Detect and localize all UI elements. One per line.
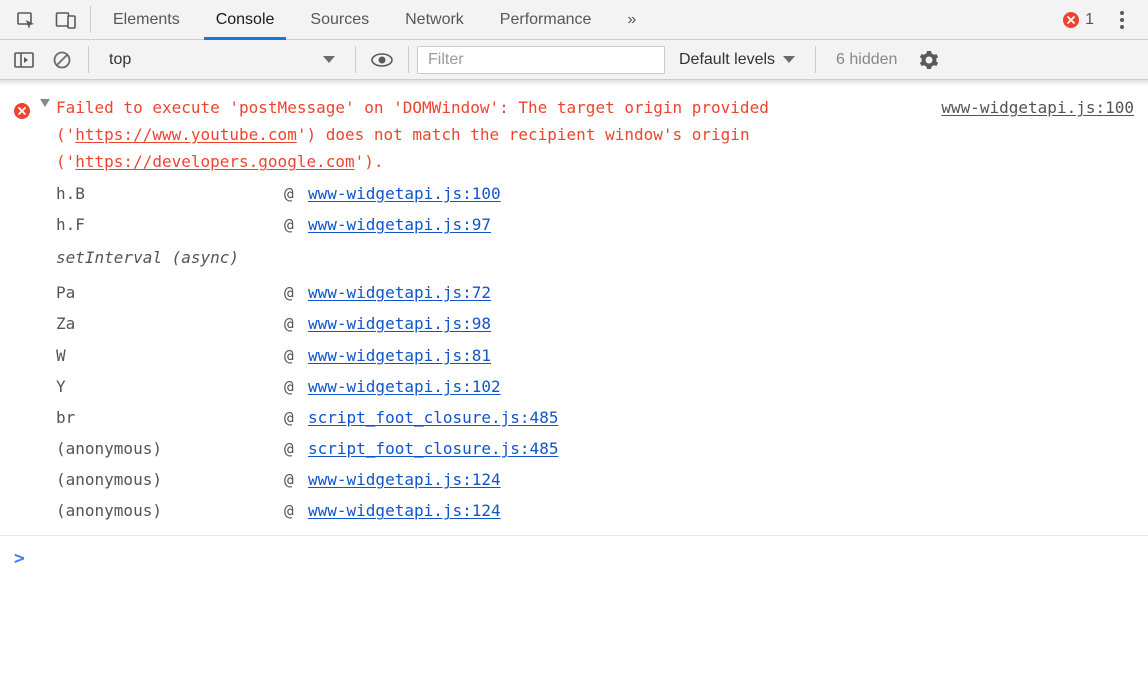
- at-symbol: @: [284, 404, 308, 431]
- frame-function: br: [56, 404, 284, 431]
- frame-location-link[interactable]: script_foot_closure.js:485: [308, 435, 558, 462]
- console-settings-button[interactable]: [911, 44, 947, 76]
- frame-location-link[interactable]: www-widgetapi.js:124: [308, 466, 501, 493]
- stack-frame: Pa @ www-widgetapi.js:72: [56, 277, 1134, 308]
- tab-network[interactable]: Network: [387, 0, 482, 39]
- frame-function: Y: [56, 373, 284, 400]
- frame-function: Za: [56, 310, 284, 337]
- tab-label: Performance: [500, 11, 592, 29]
- stack-frame: (anonymous) @ script_foot_closure.js:485: [56, 433, 1134, 464]
- execution-context-select[interactable]: top: [97, 45, 347, 75]
- stack-frame: Za @ www-widgetapi.js:98: [56, 308, 1134, 339]
- panel-tabs: Elements Console Sources Network Perform…: [95, 0, 654, 39]
- prompt-caret-icon: >: [14, 544, 25, 575]
- toggle-sidebar-button[interactable]: [6, 44, 42, 76]
- levels-label: Default levels: [679, 51, 775, 69]
- inspect-element-button[interactable]: [6, 0, 46, 39]
- frame-function: (anonymous): [56, 435, 284, 462]
- frame-location-link[interactable]: www-widgetapi.js:72: [308, 279, 491, 306]
- kebab-menu-button[interactable]: [1102, 0, 1142, 39]
- frame-function: h.B: [56, 180, 284, 207]
- separator: [408, 46, 409, 73]
- frame-location-link[interactable]: www-widgetapi.js:97: [308, 211, 491, 238]
- tab-label: Sources: [310, 11, 369, 29]
- at-symbol: @: [284, 279, 308, 306]
- device-toolbar-button[interactable]: [46, 0, 86, 39]
- error-icon: [1063, 12, 1079, 28]
- separator: [88, 46, 89, 73]
- origin-link[interactable]: https://developers.google.com: [75, 152, 354, 171]
- console-message-error: Failed to execute 'postMessage' on 'DOMW…: [0, 92, 1148, 178]
- stack-frame: br @ script_foot_closure.js:485: [56, 402, 1134, 433]
- tab-label: Console: [216, 11, 275, 29]
- frame-function: (anonymous): [56, 497, 284, 524]
- hidden-messages-count[interactable]: 6 hidden: [824, 51, 909, 69]
- error-icon: [14, 94, 40, 176]
- at-symbol: @: [284, 435, 308, 462]
- at-symbol: @: [284, 211, 308, 238]
- frame-location-link[interactable]: script_foot_closure.js:485: [308, 404, 558, 431]
- frame-function: Pa: [56, 279, 284, 306]
- frame-location-link[interactable]: www-widgetapi.js:81: [308, 342, 491, 369]
- context-label: top: [109, 51, 131, 69]
- tab-elements[interactable]: Elements: [95, 0, 198, 39]
- console-prompt[interactable]: >: [0, 535, 1148, 587]
- devtools-tabbar: Elements Console Sources Network Perform…: [0, 0, 1148, 40]
- chevron-down-icon: [783, 56, 795, 63]
- separator: [90, 6, 91, 33]
- at-symbol: @: [284, 342, 308, 369]
- stack-frame: W @ www-widgetapi.js:81: [56, 340, 1134, 371]
- tabs-overflow-button[interactable]: »: [609, 0, 654, 39]
- frame-location-link[interactable]: www-widgetapi.js:124: [308, 497, 501, 524]
- frame-function: W: [56, 342, 284, 369]
- frame-function: h.F: [56, 211, 284, 238]
- separator: [355, 46, 356, 73]
- at-symbol: @: [284, 180, 308, 207]
- log-levels-select[interactable]: Default levels: [667, 51, 807, 69]
- separator: [815, 46, 816, 73]
- filter-input[interactable]: [417, 46, 665, 74]
- stack-frame: (anonymous) @ www-widgetapi.js:124: [56, 495, 1134, 526]
- tab-label: Network: [405, 11, 464, 29]
- stack-frame: Y @ www-widgetapi.js:102: [56, 371, 1134, 402]
- stack-frame: h.F @ www-widgetapi.js:97: [56, 209, 1134, 240]
- chevron-down-icon: [323, 56, 335, 63]
- frame-location-link[interactable]: www-widgetapi.js:98: [308, 310, 491, 337]
- at-symbol: @: [284, 466, 308, 493]
- hidden-label: 6 hidden: [836, 51, 897, 68]
- live-expression-button[interactable]: [364, 44, 400, 76]
- error-count: 1: [1085, 11, 1094, 29]
- error-counter[interactable]: 1: [1055, 0, 1102, 39]
- at-symbol: @: [284, 497, 308, 524]
- clear-console-button[interactable]: [44, 44, 80, 76]
- disclosure-triangle[interactable]: [40, 99, 50, 107]
- stack-frame: h.B @ www-widgetapi.js:100: [56, 178, 1134, 209]
- frame-location-link[interactable]: www-widgetapi.js:102: [308, 373, 501, 400]
- overflow-glyph: »: [627, 11, 636, 29]
- tab-console[interactable]: Console: [198, 0, 293, 39]
- at-symbol: @: [284, 310, 308, 337]
- stack-frame: (anonymous) @ www-widgetapi.js:124: [56, 464, 1134, 495]
- frame-location-link[interactable]: www-widgetapi.js:100: [308, 180, 501, 207]
- frame-function: (anonymous): [56, 466, 284, 493]
- error-message-text: Failed to execute 'postMessage' on 'DOMW…: [56, 98, 769, 171]
- stack-trace: h.B @ www-widgetapi.js:100 h.F @ www-wid…: [0, 178, 1148, 527]
- origin-link[interactable]: https://www.youtube.com: [75, 125, 297, 144]
- tab-sources[interactable]: Sources: [292, 0, 387, 39]
- source-location-link[interactable]: www-widgetapi.js:100: [941, 98, 1134, 117]
- console-toolbar: top Default levels 6 hidden: [0, 40, 1148, 80]
- async-boundary: setInterval (async): [56, 240, 1134, 277]
- tab-performance[interactable]: Performance: [482, 0, 610, 39]
- tab-label: Elements: [113, 11, 180, 29]
- console-output: Failed to execute 'postMessage' on 'DOMW…: [0, 86, 1148, 586]
- at-symbol: @: [284, 373, 308, 400]
